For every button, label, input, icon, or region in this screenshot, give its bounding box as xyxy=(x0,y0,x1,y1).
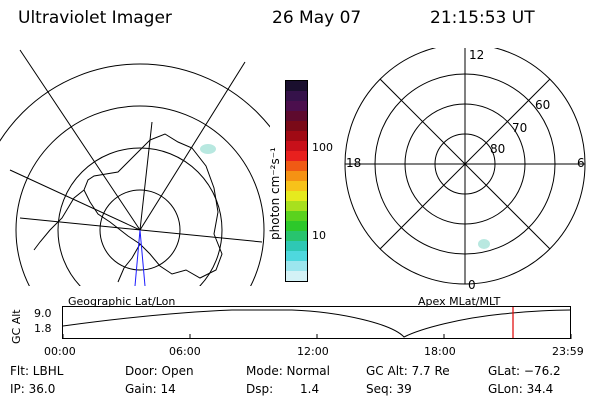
glat-readout: GLat: −76.2 xyxy=(488,364,561,378)
colorbar-segment xyxy=(286,271,307,281)
colorbar-segment xyxy=(286,161,307,171)
colorbar-segment xyxy=(286,151,307,161)
date-label: 26 May 07 xyxy=(272,8,362,28)
colorbar-segment xyxy=(286,91,307,101)
aurora-emission-blob xyxy=(200,144,216,154)
app-title: Ultraviolet Imager xyxy=(18,8,172,28)
timeline-y-tick-min: 1.8 xyxy=(34,322,52,335)
apex-caption: Apex MLat/MLT xyxy=(418,295,501,308)
gc-alt-readout: GC Alt: 7.7 Re xyxy=(366,364,450,378)
mlat-label-60: 60 xyxy=(535,98,551,112)
door-readout: Door: Open xyxy=(125,364,194,378)
timeline-x-tick-1800: 18:00 xyxy=(424,345,456,358)
geographic-caption: Geographic Lat/Lon xyxy=(68,295,176,308)
altitude-curve xyxy=(62,309,571,338)
mode-readout: Mode: Normal xyxy=(246,364,330,378)
colorbar-segment xyxy=(286,191,307,201)
mlt-label-0: 0 xyxy=(468,278,476,292)
mlt-label-6: 6 xyxy=(577,156,585,170)
colorbar-segment xyxy=(286,211,307,221)
viewing-direction-lines xyxy=(134,229,146,287)
colorbar-segment xyxy=(286,101,307,111)
colorbar xyxy=(285,80,308,282)
timeline-x-tick-0000: 00:00 xyxy=(44,345,76,358)
colorbar-segment xyxy=(286,111,307,121)
colorbar-segment xyxy=(286,251,307,261)
geographic-map xyxy=(0,49,270,287)
colorbar-segment xyxy=(286,141,307,151)
timeline-x-tick-2359: 23:59 xyxy=(552,345,584,358)
dsp-value: 1.4 xyxy=(300,382,320,396)
timeline-y-title: GC Alt xyxy=(10,309,23,344)
altitude-timeline-plot xyxy=(62,306,572,339)
colorbar-segment xyxy=(286,261,307,271)
view-line-blue xyxy=(134,229,141,287)
gain-readout: Gain: 14 xyxy=(125,382,176,396)
mlat-label-70: 70 xyxy=(512,121,528,135)
colorbar-segment xyxy=(286,181,307,191)
magnetic-polar-plot xyxy=(344,48,586,285)
ip-readout: IP: 36.0 xyxy=(10,382,56,396)
view-line-blue-2 xyxy=(139,229,146,287)
colorbar-tick-10: 10 xyxy=(312,229,326,242)
colorbar-segment xyxy=(286,171,307,181)
colorbar-unit-label: photon cm⁻²s⁻¹ xyxy=(268,147,282,240)
colorbar-segment xyxy=(286,131,307,141)
colorbar-segment xyxy=(286,201,307,211)
colorbar-segment xyxy=(286,231,307,241)
timeline-x-tick-1200: 12:00 xyxy=(297,345,329,358)
mlt-label-18: 18 xyxy=(346,156,362,170)
dsp-label: Dsp: xyxy=(246,382,274,396)
colorbar-segment xyxy=(286,241,307,251)
glon-readout: GLon: 34.4 xyxy=(488,382,554,396)
colorbar-tick-100: 100 xyxy=(312,141,333,154)
filter-readout: Flt: LBHL xyxy=(10,364,64,378)
mlt-label-12: 12 xyxy=(469,48,485,62)
timeline-x-tick-0600: 06:00 xyxy=(169,345,201,358)
timeline-y-tick-max: 9.0 xyxy=(34,307,52,320)
time-label: 21:15:53 UT xyxy=(430,8,535,28)
mlat-label-80: 80 xyxy=(490,142,506,156)
seq-readout: Seq: 39 xyxy=(366,382,412,396)
aurora-emission-blob-mlt xyxy=(478,239,490,249)
colorbar-segment xyxy=(286,221,307,231)
colorbar-segment xyxy=(286,121,307,131)
colorbar-segment xyxy=(286,81,307,91)
